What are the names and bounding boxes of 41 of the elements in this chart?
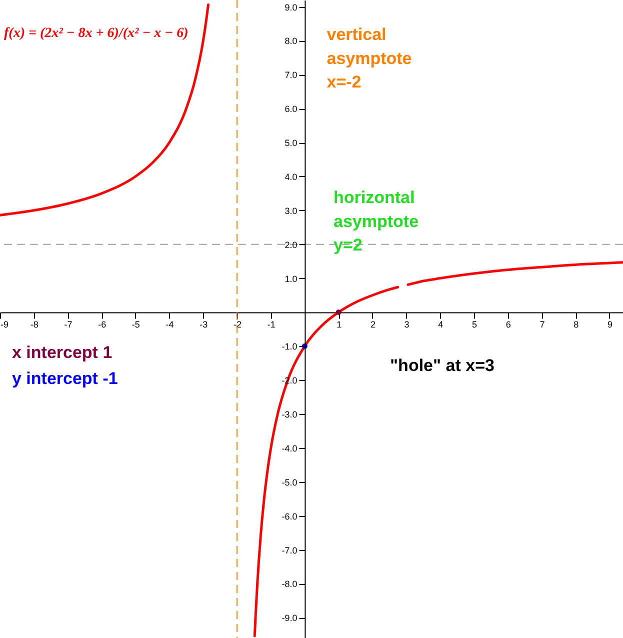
y-tick-label: 2.0: [284, 240, 298, 250]
x-tick-label: -8: [30, 320, 38, 330]
x-tick-label: -7: [64, 320, 72, 330]
ref-line-label: vertical asymptote x=-2: [326, 25, 412, 92]
y-tick-label: 1.0: [284, 274, 298, 284]
annotation: x intercept 1: [12, 343, 112, 362]
x-tick-label: 2: [370, 320, 376, 330]
y-tick-label: 9.0: [284, 2, 298, 12]
y-tick-label: -6.0: [282, 511, 298, 522]
annotation: y intercept -1: [12, 369, 118, 388]
y-tick-label: -8.0: [282, 579, 298, 590]
x-tick-label: -1: [267, 320, 276, 330]
x-tick-label: 4: [438, 320, 444, 330]
y-tick-label: 6.0: [284, 104, 298, 114]
annotation: "hole" at x=3: [390, 356, 494, 375]
y-tick-label: -3.0: [282, 410, 298, 420]
x-tick-label: -5: [132, 320, 140, 330]
y-tick-label: -9.0: [282, 613, 298, 624]
text: f(x) = (2x² − 8x + 6)/(x² − x − 6): [4, 26, 188, 41]
x-tick-label: 5: [472, 320, 478, 330]
x-tick-label: -3: [200, 320, 208, 330]
y-tick-label: 5.0: [284, 138, 298, 148]
x-tick-label: 8: [574, 320, 579, 330]
x-tick-label: 1: [336, 320, 342, 330]
y-tick-label: 8.0: [284, 36, 298, 46]
y-tick-label: -1.0: [282, 342, 298, 352]
x-tick-label: -6: [98, 320, 106, 330]
x-tick-label: 6: [506, 320, 511, 330]
x-tick-label: 9: [607, 320, 612, 330]
x-tick-label: -2: [234, 320, 242, 330]
y-tick-label: -7.0: [282, 545, 298, 556]
x-tick-label: -4: [166, 320, 174, 330]
ref-line-label: horizontal asymptote y=2: [334, 188, 419, 255]
y-tick-label: 4.0: [284, 172, 298, 182]
x-tick-label: 7: [540, 320, 545, 330]
y-tick-label: 7.0: [284, 70, 298, 80]
y-tick-label: -4.0: [282, 443, 298, 454]
y-tick-label: 3.0: [284, 206, 298, 216]
x-tick-label: 3: [404, 320, 410, 330]
x-tick-label: -9: [0, 320, 9, 330]
y-tick-label: -5.0: [282, 477, 298, 488]
